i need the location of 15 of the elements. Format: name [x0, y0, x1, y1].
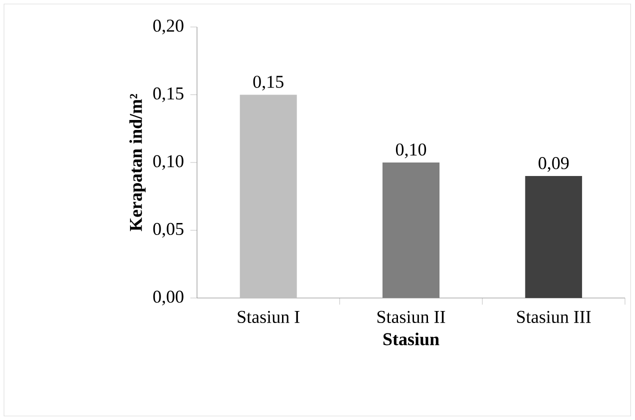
- y-tick-label: 0,00: [153, 290, 184, 306]
- x-tick-label: Stasiun II: [377, 310, 446, 324]
- y-axis-title: Kerapatan ind/m²: [129, 94, 146, 232]
- bar: [240, 94, 297, 298]
- x-axis-title: Stasiun: [383, 332, 440, 346]
- data-label: 0,15: [253, 76, 284, 90]
- x-tick-label: Stasiun III: [517, 310, 591, 324]
- y-tick-label: 0,15: [153, 87, 184, 102]
- y-tick-label: 0,10: [153, 155, 184, 170]
- data-label: 0,10: [396, 143, 426, 158]
- bar: [525, 176, 582, 298]
- x-tick-label: Stasiun I: [238, 310, 300, 324]
- data-label: 0,09: [538, 157, 569, 172]
- y-tick-label: 0,20: [153, 20, 184, 34]
- y-tick-label: 0,05: [153, 222, 184, 238]
